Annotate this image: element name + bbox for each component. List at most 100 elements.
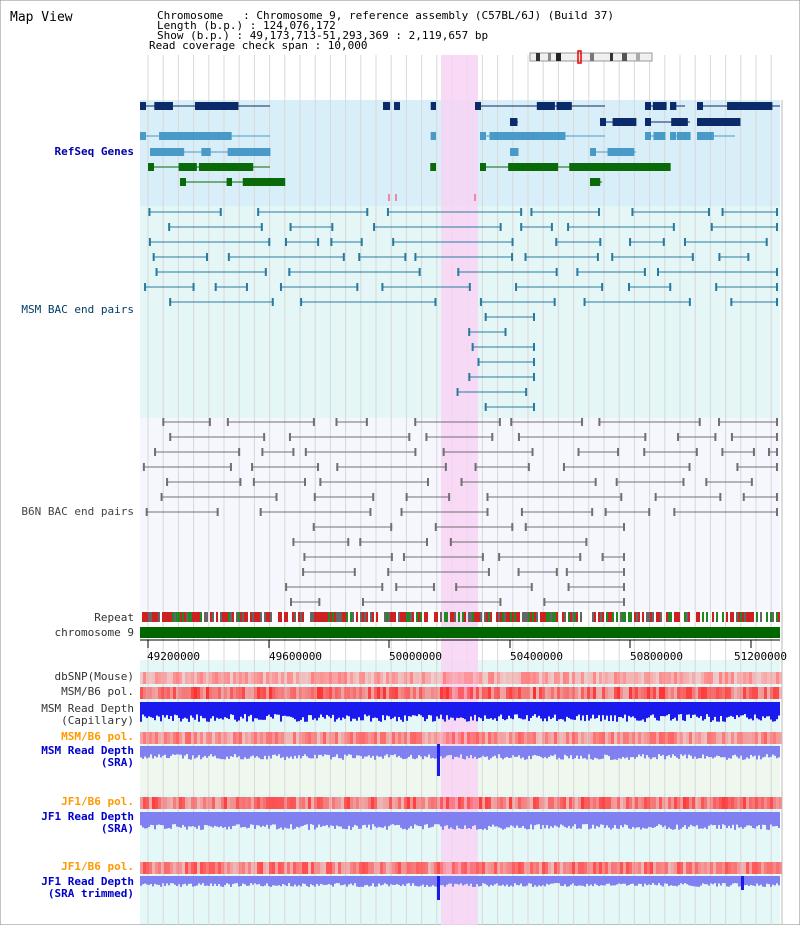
- jf1-b6-pol-heat: [689, 797, 692, 809]
- msm-b6-pol-heat: [158, 687, 161, 699]
- msm-b6-pol-2-heat: [758, 732, 761, 744]
- b6n-bac-pair-end: [617, 448, 620, 456]
- jf1-b6-pol-2-heat: [632, 862, 635, 874]
- msm-sra-depth-bar: [312, 746, 314, 759]
- msm-capillary-depth-bar: [512, 702, 514, 720]
- jf1-b6-pol-heat: [143, 797, 146, 809]
- msm-b6-pol-heat: [626, 687, 629, 699]
- msm-capillary-depth-bar: [262, 702, 264, 720]
- msm-capillary-depth-bar: [740, 702, 742, 716]
- jf1-trimmed-depth-bar: [320, 876, 322, 884]
- msm-sra-depth-bar: [368, 746, 370, 756]
- dbsnp-heat: [506, 672, 509, 684]
- msm-sra-depth-bar: [176, 746, 178, 755]
- jf1-trimmed-depth-bar: [674, 876, 676, 886]
- repeat-element: [146, 612, 148, 622]
- repeat-element: [324, 612, 326, 622]
- jf1-sra-depth-bar: [298, 812, 300, 828]
- msm-sra-depth-bar: [156, 746, 158, 758]
- msm-capillary-depth-bar: [592, 702, 594, 715]
- gene-exon: [600, 118, 606, 126]
- dbsnp-heat: [740, 672, 743, 684]
- msm-sra-depth-bar: [766, 746, 768, 755]
- jf1-sra-depth-bar: [264, 812, 266, 827]
- b6n-bac-pair-end: [643, 448, 646, 456]
- jf1-trimmed-depth-bar: [528, 876, 530, 884]
- dbsnp-heat: [404, 672, 407, 684]
- msm-sra-depth-bar: [226, 746, 228, 757]
- jf1-sra-depth-bar: [360, 812, 362, 829]
- msm-b6-pol-heat: [200, 687, 203, 699]
- msm-b6-pol-heat: [503, 687, 506, 699]
- dbsnp-heat: [590, 672, 593, 684]
- msm-b6-pol-2-heat: [740, 732, 743, 744]
- msm-b6-pol-2-heat: [215, 732, 218, 744]
- msm-sra-depth-bar: [554, 746, 556, 755]
- gene-exon: [697, 118, 703, 126]
- jf1-b6-pol-2-heat: [221, 862, 224, 874]
- dbsnp-heat: [149, 672, 152, 684]
- msm-capillary-depth-bar: [524, 702, 526, 720]
- track-label-refseq-genes[interactable]: RefSeq Genes: [54, 145, 134, 158]
- jf1-trimmed-depth-bar: [618, 876, 620, 884]
- track-label-msm-bac[interactable]: MSM BAC end pairs: [21, 303, 134, 316]
- msm-b6-pol-heat: [323, 687, 326, 699]
- msm-capillary-depth-bar: [296, 702, 298, 722]
- b6n-bac-pair-end: [714, 433, 717, 441]
- jf1-b6-pol-2-heat: [560, 862, 563, 874]
- msm-capillary-depth-bar: [464, 702, 466, 720]
- repeat-element: [350, 612, 352, 622]
- repeat-element: [200, 612, 202, 622]
- track-label-capillary: (Capillary): [61, 714, 134, 727]
- msm-sra-depth-bar: [406, 746, 408, 759]
- msm-capillary-depth-bar: [706, 702, 708, 715]
- msm-sra-depth-bar: [284, 746, 286, 760]
- msm-capillary-depth-bar: [698, 702, 700, 718]
- jf1-b6-pol-heat: [404, 797, 407, 809]
- jf1-sra-depth-bar: [174, 812, 176, 825]
- jf1-sra-depth-bar: [248, 812, 250, 828]
- repeat-element: [182, 612, 184, 622]
- jf1-sra-depth-bar: [766, 812, 768, 830]
- jf1-trimmed-depth-bar: [272, 876, 274, 886]
- msm-b6-pol-2-heat: [779, 732, 782, 744]
- jf1-b6-pol-heat: [374, 797, 377, 809]
- repeat-element: [154, 612, 156, 622]
- jf1-sra-depth-bar: [424, 812, 426, 825]
- jf1-trimmed-depth-bar: [732, 876, 734, 884]
- msm-capillary-depth-bar: [280, 702, 282, 722]
- track-label-b6n-bac[interactable]: B6N BAC end pairs: [21, 505, 134, 518]
- msm-capillary-depth-bar: [392, 702, 394, 719]
- msm-b6-pol-heat: [653, 687, 656, 699]
- msm-sra-depth-bar: [736, 746, 738, 757]
- jf1-b6-pol-2-heat: [329, 862, 332, 874]
- jf1-b6-pol-2-heat: [191, 862, 194, 874]
- msm-bac-pair-end: [288, 268, 291, 276]
- msm-b6-pol-heat: [527, 687, 530, 699]
- repeat-element: [638, 612, 640, 622]
- msm-b6-pol-heat: [596, 687, 599, 699]
- msm-b6-pol-2-heat: [596, 732, 599, 744]
- jf1-sra-depth-bar: [482, 812, 484, 830]
- jf1-b6-pol-2-heat: [224, 862, 227, 874]
- jf1-b6-pol-2-heat: [272, 862, 275, 874]
- msm-b6-pol-heat: [380, 687, 383, 699]
- msm-capillary-depth-bar: [650, 702, 652, 716]
- dbsnp-heat: [518, 672, 521, 684]
- dbsnp-heat: [464, 672, 467, 684]
- repeat-element: [286, 612, 288, 622]
- b6n-bac-pair-end: [742, 493, 745, 501]
- dbsnp-heat: [350, 672, 353, 684]
- b6n-bac-pair-end: [673, 508, 676, 516]
- msm-bac-pair-end: [662, 238, 665, 246]
- msm-b6-pol-heat: [683, 687, 686, 699]
- jf1-sra-depth-bar: [246, 812, 248, 829]
- msm-b6-pol-heat: [719, 687, 722, 699]
- msm-bac-pair-end: [279, 283, 282, 291]
- msm-capillary-depth-bar: [732, 702, 734, 717]
- msm-sra-depth-bar: [770, 746, 772, 757]
- msm-sra-depth-bar: [466, 746, 468, 757]
- jf1-b6-pol-2-heat: [629, 862, 632, 874]
- jf1-sra-depth-bar: [660, 812, 662, 826]
